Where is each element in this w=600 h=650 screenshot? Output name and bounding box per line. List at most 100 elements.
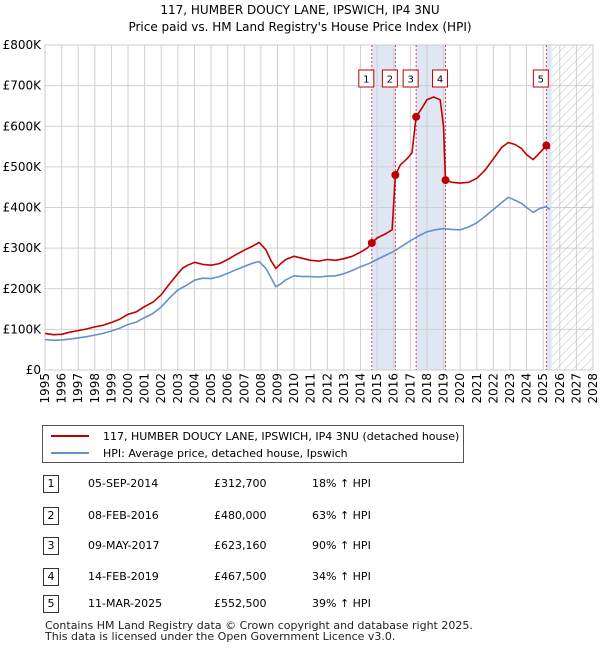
x-tick-label: 2012 bbox=[320, 373, 334, 404]
sale-number-box bbox=[402, 69, 419, 88]
sale-number-label: 2 bbox=[387, 75, 393, 86]
sale-row: 3 09-MAY-2017 £623,160 90% ↑ HPI bbox=[0, 536, 600, 556]
x-tick-label: 2003 bbox=[171, 373, 185, 404]
sale-point bbox=[542, 141, 551, 150]
sale-date: 09-MAY-2017 bbox=[88, 539, 160, 552]
x-tick-label: 2020 bbox=[453, 373, 467, 404]
x-tick-label: 2022 bbox=[486, 373, 500, 404]
sale-price: £623,160 bbox=[214, 539, 267, 552]
sale-date: 11-MAR-2025 bbox=[88, 597, 163, 610]
footer-copyright: Contains HM Land Registry data © Crown c… bbox=[45, 619, 473, 632]
x-tick-label: 2008 bbox=[254, 373, 268, 404]
sale-number-labels: 1 2 3 4 5 bbox=[358, 69, 549, 88]
x-tick-label: 2013 bbox=[337, 373, 351, 404]
projection-region bbox=[44, 44, 594, 371]
sale-points bbox=[367, 112, 551, 247]
sale-date: 14-FEB-2019 bbox=[88, 570, 159, 583]
x-tick-label: 1996 bbox=[55, 373, 69, 404]
y-tick-label: £100K bbox=[3, 322, 43, 336]
sale-date: 08-FEB-2016 bbox=[88, 509, 159, 522]
legend-swatch-hpi bbox=[51, 452, 89, 454]
legend-label-hpi: HPI: Average price, detached house, Ipsw… bbox=[103, 446, 348, 460]
sale-row: 5 11-MAR-2025 £552,500 39% ↑ HPI bbox=[0, 594, 600, 614]
x-tick-label: 2000 bbox=[121, 373, 135, 404]
x-tick-label: 2002 bbox=[154, 373, 168, 404]
sale-point bbox=[412, 112, 421, 121]
chart-title: 117, HUMBER DOUCY LANE, IPSWICH, IP4 3NU bbox=[160, 3, 439, 17]
x-tick-label: 1999 bbox=[104, 373, 118, 404]
sale-hpi-change: 18% ↑ HPI bbox=[312, 477, 371, 490]
legend-item-hpi: HPI: Average price, detached house, Ipsw… bbox=[51, 445, 348, 461]
price-chart: 117, HUMBER DOUCY LANE, IPSWICH, IP4 3NU… bbox=[3, 3, 600, 404]
legend-swatch-property bbox=[51, 435, 89, 437]
sale-number-box bbox=[358, 69, 375, 88]
x-tick-label: 2018 bbox=[420, 373, 434, 404]
y-tick-label: £500K bbox=[3, 160, 43, 174]
sale-hpi-change: 34% ↑ HPI bbox=[312, 570, 371, 583]
legend-item-property: 117, HUMBER DOUCY LANE, IPSWICH, IP4 3NU… bbox=[51, 428, 459, 444]
sale-hpi-change: 39% ↑ HPI bbox=[312, 597, 371, 610]
y-tick-label: £400K bbox=[3, 201, 43, 215]
y-tick-label: £200K bbox=[3, 282, 43, 296]
y-tick-label: £800K bbox=[3, 38, 43, 52]
sale-number-box bbox=[432, 69, 449, 88]
x-tick-label: 2017 bbox=[403, 373, 417, 404]
x-tick-label: 1995 bbox=[38, 373, 52, 404]
x-tick-label: 2026 bbox=[553, 373, 567, 404]
sale-number-label: 1 bbox=[363, 75, 369, 86]
property-price-line bbox=[44, 96, 551, 336]
sale-point bbox=[391, 171, 400, 179]
grid bbox=[44, 44, 594, 371]
x-tick-label: 2028 bbox=[586, 373, 600, 404]
x-tick-label: 2015 bbox=[370, 373, 384, 404]
sale-price: £467,500 bbox=[214, 570, 267, 583]
sale-number-box bbox=[532, 69, 549, 88]
x-tick-label: 2005 bbox=[204, 373, 218, 404]
y-axis-ticks: £0 £100K £200K £300K £400K £500K £600K £700K £80… bbox=[3, 38, 43, 377]
hpi-line bbox=[44, 196, 551, 342]
x-tick-label: 2024 bbox=[520, 373, 534, 404]
x-axis-ticks: 1995 1996 1997 1998 1999 2000 2001 2002 2003 2004… bbox=[38, 373, 600, 404]
projection-hatch bbox=[551, 45, 593, 370]
legend: 117, HUMBER DOUCY LANE, IPSWICH, IP4 3NU… bbox=[42, 425, 464, 463]
sale-number: 1 bbox=[43, 475, 59, 493]
sale-price: £312,700 bbox=[214, 477, 267, 490]
sale-number: 5 bbox=[43, 595, 59, 613]
y-tick-label: £300K bbox=[3, 241, 43, 255]
x-tick-label: 2019 bbox=[437, 373, 451, 404]
sale-number: 4 bbox=[43, 568, 59, 586]
sale-price: £552,500 bbox=[214, 597, 267, 610]
sale-point bbox=[441, 176, 450, 185]
x-tick-label: 2011 bbox=[304, 373, 318, 404]
legend-label-property: 117, HUMBER DOUCY LANE, IPSWICH, IP4 3NU… bbox=[103, 429, 460, 443]
x-tick-label: 2023 bbox=[503, 373, 517, 404]
x-tick-label: 2001 bbox=[138, 373, 152, 404]
x-tick-label: 2009 bbox=[270, 373, 284, 404]
x-tick-label: 2014 bbox=[354, 373, 368, 404]
sale-number-label: 5 bbox=[538, 75, 544, 86]
sale-date: 05-SEP-2014 bbox=[88, 477, 159, 490]
x-tick-label: 2007 bbox=[237, 373, 251, 404]
x-tick-label: 2010 bbox=[287, 373, 301, 404]
sale-row: 2 08-FEB-2016 £480,000 63% ↑ HPI bbox=[0, 506, 600, 526]
sale-point bbox=[367, 238, 376, 247]
x-tick-label: 2016 bbox=[387, 373, 401, 404]
x-tick-label: 1998 bbox=[88, 373, 102, 404]
x-tick-label: 2021 bbox=[470, 373, 484, 404]
y-tick-label: £700K bbox=[3, 79, 43, 93]
y-tick-label: £0 bbox=[26, 363, 41, 377]
sale-hpi-change: 90% ↑ HPI bbox=[312, 539, 371, 552]
sale-price: £480,000 bbox=[214, 509, 267, 522]
chart-subtitle: Price paid vs. HM Land Registry's House … bbox=[128, 20, 471, 34]
sale-number: 3 bbox=[43, 537, 59, 555]
sale-number: 2 bbox=[43, 507, 59, 525]
sale-row: 1 05-SEP-2014 £312,700 18% ↑ HPI bbox=[0, 474, 600, 494]
x-tick-label: 2006 bbox=[221, 373, 235, 404]
y-tick-label: £600K bbox=[3, 119, 43, 133]
series-lines bbox=[44, 96, 551, 342]
footer: Contains HM Land Registry data © Crown c… bbox=[45, 620, 473, 642]
x-tick-label: 2025 bbox=[536, 373, 550, 404]
footer-licence: This data is licensed under the Open Gov… bbox=[45, 630, 396, 643]
x-tick-label: 2027 bbox=[569, 373, 583, 404]
sale-row: 4 14-FEB-2019 £467,500 34% ↑ HPI bbox=[0, 567, 600, 587]
